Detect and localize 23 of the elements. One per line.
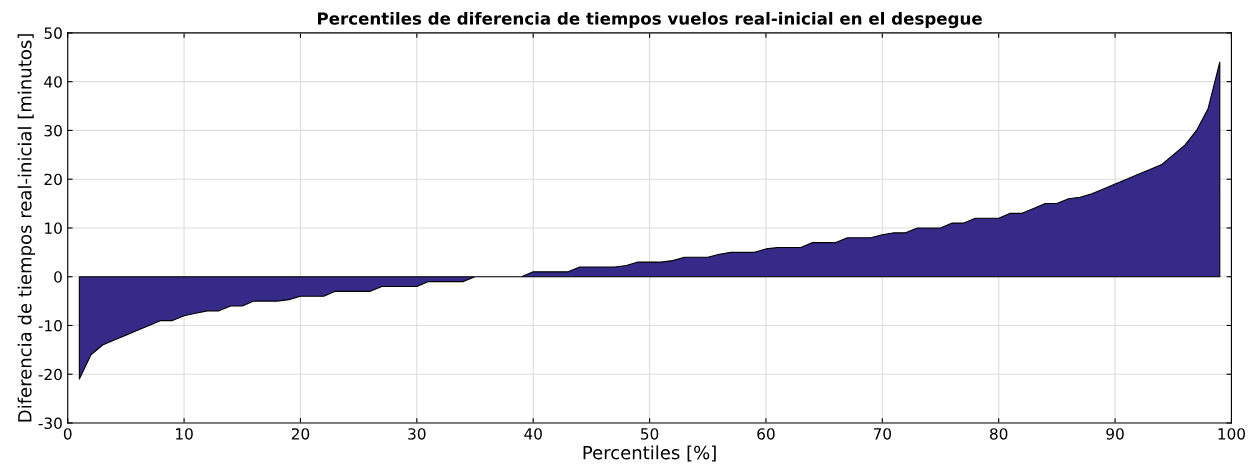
y-tick-label: 10 xyxy=(45,222,62,234)
y-tick-label: 50 xyxy=(44,27,62,39)
x-tick-label: 30 xyxy=(408,428,426,440)
y-tick-label: -30 xyxy=(38,417,62,430)
x-tick-label: 50 xyxy=(641,428,659,440)
x-tick-label: 80 xyxy=(990,428,1008,440)
x-tick-label: 60 xyxy=(757,428,775,440)
chart-title: Percentiles de diferencia de tiempos vuelos real-inicial en el despegue xyxy=(318,11,982,29)
x-axis-title: Percentiles [%] xyxy=(583,445,716,462)
x-tick-label: 10 xyxy=(176,428,193,440)
y-tick-label: 0 xyxy=(54,271,62,283)
y-tick-label: -20 xyxy=(38,368,62,381)
x-tick-label: 40 xyxy=(524,428,542,440)
y-tick-label: 20 xyxy=(44,173,62,186)
x-tick-label: 100 xyxy=(1218,428,1245,440)
x-tick-label: 0 xyxy=(63,428,72,440)
y-tick-label: 30 xyxy=(44,124,62,137)
x-tick-label: 90 xyxy=(1106,428,1124,440)
y-tick-label: -10 xyxy=(38,319,62,332)
x-tick-label: 70 xyxy=(873,428,892,440)
y-axis-title: Diferencia de tiempos real-inicial [minutos] xyxy=(17,34,36,422)
y-tick-label: 40 xyxy=(44,76,62,88)
x-tick-label: 20 xyxy=(291,428,310,440)
